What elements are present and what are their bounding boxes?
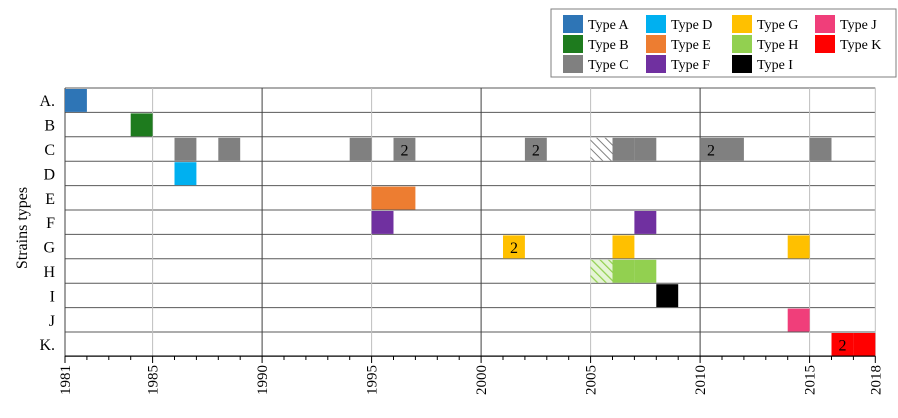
legend-label-type-k: Type K [840,38,881,53]
isolate-mark [612,235,635,259]
legend-label-type-c: Type C [588,58,629,73]
isolate-mark [218,137,241,161]
isolate-mark [787,235,810,259]
legend-label-type-i: Type I [757,58,793,73]
legend-label-type-j: Type J [840,18,877,33]
x-tick-label: 2018 [868,365,884,395]
isolate-mark [393,137,416,161]
legend-label-type-g: Type G [757,18,798,33]
legend-swatch-type-f [646,55,666,73]
isolate-mark [174,162,197,186]
isolate-mark [349,137,372,161]
isolate-count-label: 2 [532,142,540,159]
x-tick-label: 2015 [803,365,819,395]
isolate-mark [853,333,876,356]
legend-swatch-type-g [732,15,752,33]
isolate-mark [831,333,854,356]
x-tick-label: 2005 [584,365,600,395]
isolate-mark [590,259,613,283]
row-label: E [45,191,55,208]
isolate-mark [634,259,657,283]
isolate-mark [612,259,635,283]
legend-swatch-type-c [563,55,583,73]
legend-swatch-type-h [732,35,752,53]
legend-swatch-type-i [732,55,752,73]
x-tick-label: 2000 [474,365,490,395]
isolate-mark [634,211,657,234]
legend-label-type-a: Type A [588,18,630,33]
isolate-marks: 2 2 2 2 2 [65,89,876,356]
row-label: A. [39,93,55,110]
isolate-mark [503,235,525,259]
legend-box [550,8,897,78]
row-label: H [43,264,55,281]
legend-label-type-h: Type H [757,38,798,53]
isolate-mark [590,137,613,161]
isolate-mark [174,137,197,161]
isolate-mark [130,113,153,137]
x-tick-label: 1995 [365,365,381,395]
isolate-mark [524,137,547,161]
isolate-mark [612,137,635,161]
x-tick-label: 1985 [146,365,162,395]
isolate-count-label: 2 [838,337,846,354]
y-axis-title: Strains types [14,187,31,269]
row-label: K. [39,337,55,354]
legend-swatch-type-e [646,35,666,53]
row-label: J [49,313,55,330]
row-label: B [44,118,55,135]
isolate-mark [722,137,744,161]
legend-label-type-b: Type B [588,38,629,53]
x-tick-label: 2010 [693,365,709,395]
isolate-mark [371,186,394,210]
row-label: F [46,215,55,232]
legend-swatch-type-a [563,15,583,33]
isolate-count-label: 2 [400,142,408,159]
legend-swatch-type-d [646,15,666,33]
grid [64,87,876,357]
x-tick-label: 1990 [255,365,271,395]
legend-label-type-e: Type E [671,38,711,53]
isolate-mark [634,137,657,161]
legend-label-type-f: Type F [671,58,710,73]
row-label: G [43,240,55,257]
legend-swatch-type-b [563,35,583,53]
legend: Type A Type D Type G Type J Type B Type E Type… [550,8,897,78]
isolate-mark [809,137,832,161]
row-label: D [43,166,55,183]
x-tick-label: 1981 [58,365,74,395]
row-label: I [50,288,55,305]
isolate-mark [371,211,394,234]
isolate-mark [65,89,87,112]
isolate-mark [700,137,722,161]
legend-label-type-d: Type D [671,18,712,33]
isolate-count-label: 2 [707,142,715,159]
row-label: C [44,142,55,159]
isolate-mark [393,186,416,210]
isolate-count-label: 2 [510,240,518,257]
legend-swatch-type-k [815,35,835,53]
isolate-mark [656,284,679,308]
isolate-mark [787,308,810,332]
legend-swatch-type-j [815,15,835,33]
